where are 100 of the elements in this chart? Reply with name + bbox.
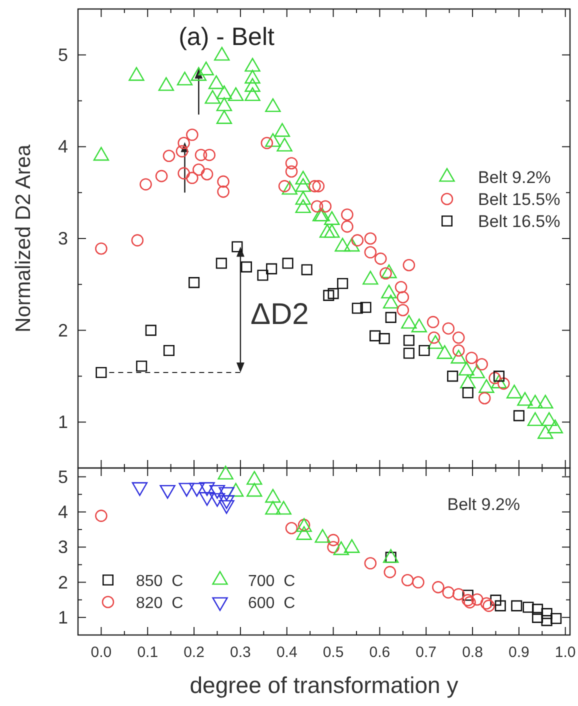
point (188, 277, 200, 288)
point (155, 170, 168, 182)
legend-label: Belt 9.2% (478, 168, 551, 187)
point (282, 258, 294, 269)
point (337, 278, 348, 290)
point (244, 78, 260, 92)
y-axis-title: Normalized D2 Area (12, 144, 35, 332)
point (323, 290, 334, 301)
point (442, 322, 455, 335)
point (360, 302, 372, 313)
point (341, 208, 354, 221)
point (128, 67, 144, 81)
point (465, 352, 478, 364)
point (186, 172, 198, 184)
point (217, 175, 230, 188)
point (285, 165, 298, 178)
point (208, 75, 224, 90)
x-tick-label: 0.8 (462, 644, 483, 661)
point (364, 246, 377, 258)
point (478, 392, 491, 404)
x-tick-label: 0.3 (230, 644, 251, 661)
point (462, 387, 474, 398)
legend-label: 700 C (248, 573, 296, 590)
legend-label: 600 C (248, 595, 296, 612)
point (158, 77, 174, 91)
point (266, 263, 278, 274)
point (374, 252, 387, 265)
point (447, 370, 458, 382)
point (402, 258, 416, 272)
point (190, 67, 207, 81)
point (244, 58, 260, 72)
y-tick-label: 3 (58, 228, 68, 248)
y-tick-label: 2 (58, 572, 68, 592)
point (265, 98, 281, 112)
point (364, 232, 377, 245)
point (341, 220, 354, 233)
point (295, 199, 311, 214)
legend-label: 850 C (136, 573, 184, 590)
point (452, 332, 465, 344)
x-axis-title: degree of transformation y (190, 672, 459, 698)
point (265, 133, 281, 147)
x-tick-label: 0.4 (276, 644, 298, 661)
point (285, 157, 298, 170)
y-tick-label: 1 (58, 607, 68, 628)
point (513, 410, 524, 422)
point (186, 128, 198, 141)
point (216, 258, 227, 269)
point (216, 110, 232, 124)
point (192, 164, 205, 176)
point (418, 344, 430, 356)
point (370, 330, 381, 342)
point (319, 224, 336, 238)
point (312, 180, 325, 192)
point (217, 186, 230, 198)
point (204, 90, 220, 104)
y-tick-label: 5 (58, 466, 68, 487)
point (394, 281, 408, 294)
point (295, 170, 311, 185)
x-tick-label: 0.6 (369, 644, 390, 661)
point (176, 72, 193, 86)
point (476, 358, 488, 370)
point (403, 348, 414, 359)
point (378, 333, 390, 344)
point (324, 224, 340, 238)
point (276, 138, 292, 152)
point (162, 150, 176, 162)
point (328, 288, 339, 300)
x-tick-label: 0.0 (90, 644, 112, 661)
point (140, 178, 152, 190)
point (257, 270, 268, 281)
point (200, 168, 214, 180)
y-tick-label: 1 (58, 412, 68, 432)
point (352, 302, 363, 314)
x-tick-label: 0.1 (137, 644, 158, 661)
legend-label: Belt 16.5% (478, 212, 560, 231)
point (295, 178, 311, 192)
x-tick-label: 0.2 (184, 644, 204, 661)
point (216, 85, 232, 100)
point (176, 145, 188, 158)
legend-label: Belt 15.5% (478, 190, 560, 209)
point (385, 312, 396, 323)
annotation: Belt 9.2% (447, 495, 520, 514)
point (95, 242, 108, 255)
y-tick-label: 2 (58, 320, 68, 340)
y-tick-label: 4 (58, 136, 68, 157)
x-tick-label: 0.5 (322, 644, 344, 661)
point (282, 180, 298, 195)
point (240, 261, 252, 272)
text: (a) - Belt (178, 23, 274, 51)
x-tick-label: 0.9 (508, 644, 530, 661)
point (452, 344, 465, 357)
point (396, 291, 410, 304)
point (403, 334, 414, 346)
point (93, 146, 110, 161)
point (232, 241, 243, 252)
point (96, 367, 107, 378)
point (334, 238, 350, 252)
x-tick-label: 1.0 (554, 644, 576, 661)
point (244, 87, 260, 102)
point (178, 167, 190, 180)
